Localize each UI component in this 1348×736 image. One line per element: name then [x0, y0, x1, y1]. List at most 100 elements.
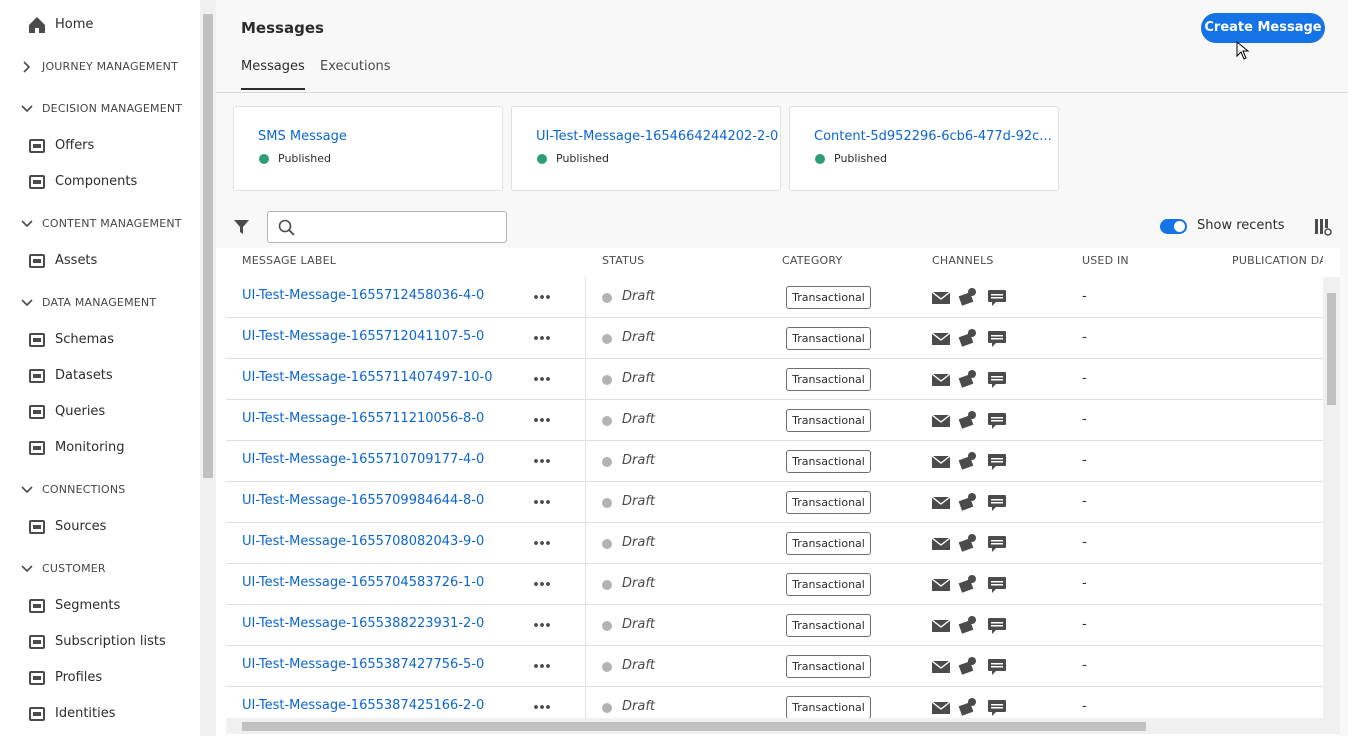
channel-icons [932, 493, 1006, 511]
status: Draft [622, 535, 655, 550]
nav-icon [29, 139, 45, 153]
nav-item[interactable]: Home [55, 17, 94, 32]
nav-icon [29, 254, 45, 268]
nav-section[interactable]: JOURNEY MANAGEMENT [42, 60, 179, 73]
sidebar-scrollbar[interactable] [200, 0, 216, 736]
more-button[interactable] [533, 664, 551, 668]
nav-item[interactable]: Identities [55, 706, 116, 721]
nav-icon [29, 333, 45, 347]
more-button[interactable] [533, 336, 551, 340]
recent-card[interactable]: SMS Message Published [233, 106, 503, 191]
used-in: - [1082, 289, 1087, 304]
nav-item[interactable]: Queries [55, 404, 106, 419]
columns-icon[interactable] [1314, 218, 1332, 236]
status-dot [602, 621, 612, 631]
more-button[interactable] [533, 295, 551, 299]
column-divider [585, 523, 586, 564]
column-divider [585, 277, 586, 318]
table-row[interactable]: UI-Test-Message-1655704583726-1-0 Draft Tr… [226, 564, 1323, 605]
nav-item[interactable]: Profiles [55, 670, 103, 685]
message-link[interactable]: UI-Test-Message-1655387427756-5-0 [242, 657, 485, 672]
tab[interactable]: Messages [241, 59, 305, 90]
category-badge: Transactional [786, 450, 871, 473]
search-box[interactable] [267, 211, 507, 243]
status: Draft [622, 412, 655, 427]
column-divider [585, 441, 586, 482]
nav-section[interactable]: CONNECTIONS [42, 483, 126, 496]
table-row[interactable]: UI-Test-Message-1655709984644-8-0 Draft Tr… [226, 482, 1323, 523]
message-link[interactable]: UI-Test-Message-1655387425166-2-0 [242, 698, 485, 713]
nav-item[interactable]: Segments [55, 598, 121, 613]
status: Draft [622, 576, 655, 591]
nav-section[interactable]: CUSTOMER [42, 562, 106, 575]
create-button[interactable]: Create Message [1201, 13, 1325, 43]
used-in: - [1082, 535, 1087, 550]
status: Draft [622, 371, 655, 386]
v-scrollbar[interactable] [1323, 277, 1340, 718]
nav-item[interactable]: Offers [55, 138, 95, 153]
message-link[interactable]: UI-Test-Message-1655712458036-4-0 [242, 288, 485, 303]
table-row[interactable]: UI-Test-Message-1655711407497-10-0 Draft T… [226, 359, 1323, 400]
message-link[interactable]: UI-Test-Message-1655709984644-8-0 [242, 493, 485, 508]
nav-item[interactable]: Schemas [55, 332, 115, 347]
tabs-divider [216, 92, 1348, 93]
status-dot [602, 457, 612, 467]
more-button[interactable] [533, 418, 551, 422]
nav-item[interactable]: Assets [55, 253, 98, 268]
table-row[interactable]: UI-Test-Message-1655712458036-4-0 Draft Tr… [226, 277, 1323, 318]
nav-item[interactable]: Components [55, 174, 138, 189]
category-badge: Transactional [786, 286, 871, 309]
channel-icons [932, 575, 1006, 593]
more-button[interactable] [533, 459, 551, 463]
status-dot [602, 498, 612, 508]
table-row[interactable]: UI-Test-Message-1655388223931-2-0 Draft Tr… [226, 605, 1323, 646]
used-in: - [1082, 412, 1087, 427]
nav-item[interactable]: Monitoring [55, 440, 125, 455]
recent-card[interactable]: Content-5d952296-6cb6-477d-92c... Publish… [789, 106, 1059, 191]
status-dot [259, 154, 269, 164]
tab[interactable]: Executions [320, 59, 391, 74]
table-row[interactable]: UI-Test-Message-1655708082043-9-0 Draft Tr… [226, 523, 1323, 564]
more-button[interactable] [533, 582, 551, 586]
more-button[interactable] [533, 705, 551, 709]
table-row[interactable]: UI-Test-Message-1655711210056-8-0 Draft Tr… [226, 400, 1323, 441]
more-button[interactable] [533, 377, 551, 381]
nav-item[interactable]: Datasets [55, 368, 113, 383]
page-title: Messages [241, 19, 324, 37]
card-label: SMS Message [258, 129, 347, 144]
status-dot [602, 580, 612, 590]
table-row[interactable]: UI-Test-Message-1655710709177-4-0 Draft Tr… [226, 441, 1323, 482]
table-row[interactable]: UI-Test-Message-1655712041107-5-0 Draft Tr… [226, 318, 1323, 359]
home-icon [29, 17, 45, 33]
nav-section[interactable]: DECISION MANAGEMENT [42, 102, 183, 115]
more-button[interactable] [533, 541, 551, 545]
category-badge: Transactional [786, 409, 871, 432]
nav-icon [29, 599, 45, 613]
more-button[interactable] [533, 500, 551, 504]
message-link[interactable]: UI-Test-Message-1655711407497-10-0 [242, 370, 493, 385]
message-link[interactable]: UI-Test-Message-1655708082043-9-0 [242, 534, 485, 549]
nav-item[interactable]: Sources [55, 519, 107, 534]
search-icon [278, 219, 295, 236]
nav-section[interactable]: DATA MANAGEMENT [42, 296, 157, 309]
table-row[interactable]: UI-Test-Message-1655387427756-5-0 Draft Tr… [226, 646, 1323, 687]
filter-icon[interactable] [233, 218, 250, 235]
column-header: CHANNELS [932, 254, 994, 267]
message-link[interactable]: UI-Test-Message-1655712041107-5-0 [242, 329, 485, 344]
h-scrollbar[interactable] [226, 718, 1340, 734]
message-link[interactable]: UI-Test-Message-1655710709177-4-0 [242, 452, 485, 467]
nav-section[interactable]: CONTENT MANAGEMENT [42, 217, 182, 230]
toggle-label: Show recents [1197, 218, 1285, 233]
message-link[interactable]: UI-Test-Message-1655704583726-1-0 [242, 575, 485, 590]
used-in: - [1082, 658, 1087, 673]
recent-card[interactable]: UI-Test-Message-1654664244202-2-0 Publish… [511, 106, 781, 191]
message-link[interactable]: UI-Test-Message-1655711210056-8-0 [242, 411, 485, 426]
card-label: Content-5d952296-6cb6-477d-92c... [814, 129, 1052, 144]
nav-item[interactable]: Subscription lists [55, 634, 166, 649]
message-link[interactable]: UI-Test-Message-1655388223931-2-0 [242, 616, 485, 631]
more-button[interactable] [533, 623, 551, 627]
column-divider [585, 400, 586, 441]
scroll-thumb[interactable] [203, 14, 213, 478]
toggle[interactable] [1160, 219, 1187, 234]
